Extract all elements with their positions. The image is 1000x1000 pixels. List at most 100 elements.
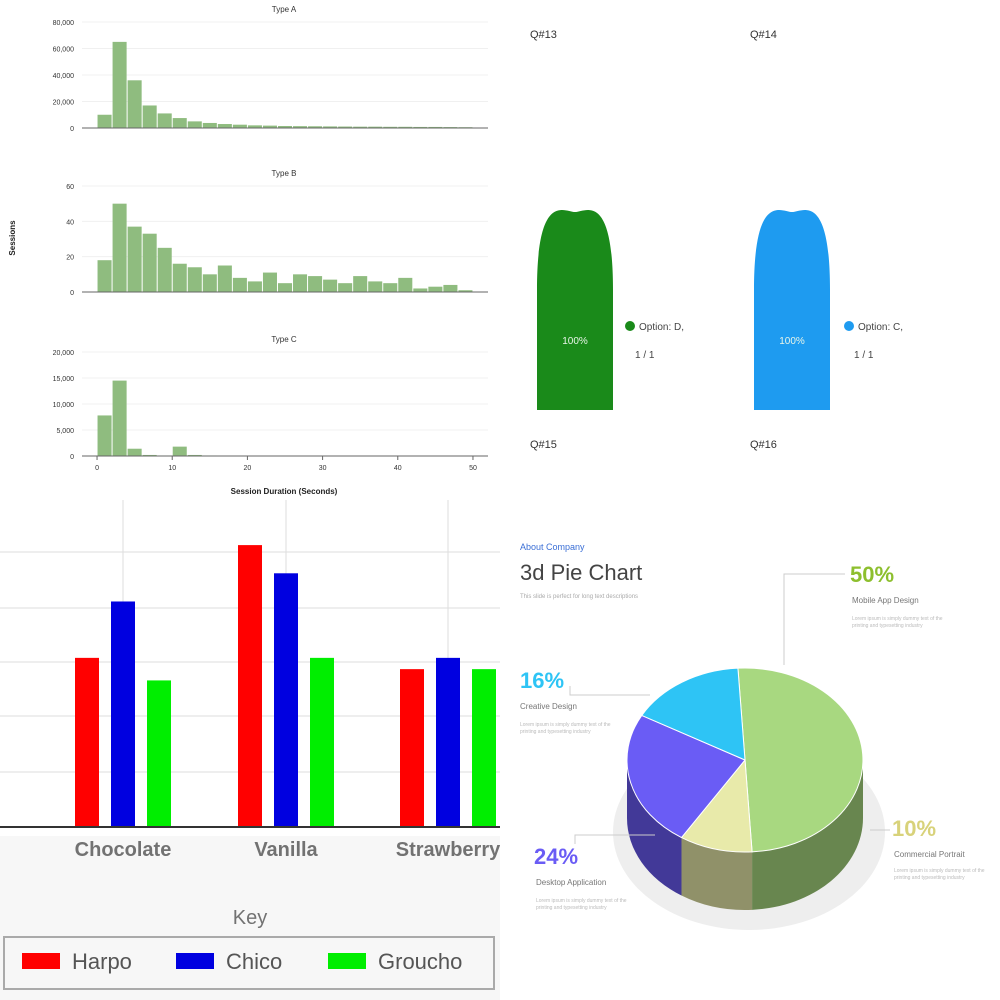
question-title: Q#14 xyxy=(750,29,777,41)
x-tick-label: 40 xyxy=(394,465,402,472)
histogram-bar xyxy=(398,277,413,292)
histogram-bar xyxy=(293,274,308,292)
histogram-bar xyxy=(187,454,202,456)
y-tick-label: 60,000 xyxy=(53,47,75,54)
x-tick-label: 20 xyxy=(244,465,252,472)
bar xyxy=(274,573,298,827)
leader-line xyxy=(783,573,845,665)
pie-slice xyxy=(640,667,746,761)
legend-box xyxy=(3,936,495,990)
histogram-bar xyxy=(277,126,293,128)
histogram-bar xyxy=(338,126,353,128)
pie-slice xyxy=(754,209,830,410)
y-tick-label: 20,000 xyxy=(53,100,75,107)
kicker: About Company xyxy=(520,542,585,552)
legend-label: Chico xyxy=(226,949,282,974)
pie-slice xyxy=(737,667,864,853)
histogram-bar xyxy=(323,279,338,292)
slice-value: 10% xyxy=(892,816,937,841)
slice-description: Lorem ipsum is simply dummy text of the … xyxy=(852,616,943,629)
response-count: 1 / 1 xyxy=(854,350,874,361)
slice-label: 100% xyxy=(562,336,588,347)
histogram-bar xyxy=(127,80,142,128)
session-histogram-chart: Sessions Session Duration (Seconds) Type… xyxy=(8,5,488,496)
facet-title: Type C xyxy=(271,335,297,344)
histogram-bar xyxy=(428,126,443,128)
y-tick-label: 60 xyxy=(66,184,74,191)
facet-title: Type B xyxy=(272,169,297,178)
histogram-bar xyxy=(172,118,187,128)
chart-title: 3d Pie Chart xyxy=(520,560,643,585)
slice-label: Mobile App Design xyxy=(852,596,919,605)
bar xyxy=(75,657,99,827)
histogram-bar xyxy=(353,276,368,292)
histogram-bar xyxy=(112,41,127,128)
x-tick-label: 10 xyxy=(168,465,176,472)
facet-title: Type A xyxy=(272,5,297,14)
category-label: Vanilla xyxy=(254,839,318,861)
pie-slice-side xyxy=(627,760,682,896)
bar xyxy=(400,669,424,827)
histogram-bar xyxy=(97,114,112,128)
histogram-bar xyxy=(368,126,383,128)
x-tick-label: 50 xyxy=(469,465,477,472)
histogram-bar xyxy=(187,121,202,128)
category-label: Strawberry xyxy=(396,839,500,861)
x-tick-label: 0 xyxy=(95,465,99,472)
slice-label: 100% xyxy=(779,336,805,347)
y-tick-label: 0 xyxy=(70,454,74,461)
chart-subtitle: This slide is perfect for long text desc… xyxy=(520,594,639,600)
legend-swatch xyxy=(328,953,366,969)
slice-value: 24% xyxy=(534,844,579,869)
histogram-bar xyxy=(172,446,187,456)
slice-description: Lorem ipsum is simply dummy text of the … xyxy=(520,722,611,735)
y-tick-label: 80,000 xyxy=(53,20,75,27)
bar xyxy=(310,657,334,827)
category-label: Chocolate xyxy=(75,839,172,861)
histogram-bar xyxy=(157,247,172,292)
legend-label: Option: D, xyxy=(639,322,684,333)
legend-swatch xyxy=(22,953,60,969)
leader-line xyxy=(569,686,650,696)
pie-slice xyxy=(626,714,746,839)
legend-swatch xyxy=(176,953,214,969)
histogram-bar xyxy=(262,272,277,292)
histogram-bar xyxy=(428,286,443,292)
slice-label: Desktop Application xyxy=(536,878,607,887)
histogram-bar xyxy=(262,125,277,128)
histogram-bar xyxy=(308,126,323,128)
histogram-bar xyxy=(232,277,247,292)
histogram-bar xyxy=(443,284,458,292)
question-title: Q#13 xyxy=(530,29,557,41)
histogram-bar xyxy=(127,226,142,292)
bar xyxy=(472,669,496,827)
histogram-bar xyxy=(217,265,232,292)
histogram-bar xyxy=(112,380,127,456)
bar xyxy=(111,601,135,827)
x-tick-label: 30 xyxy=(319,465,327,472)
y-tick-label: 5,000 xyxy=(56,428,74,435)
histogram-bar xyxy=(217,124,232,128)
question-title: Q#15 xyxy=(530,439,557,451)
slice-label: Commercial Portrait xyxy=(894,850,965,859)
histogram-bar xyxy=(277,283,293,292)
question-pies-panel: Q#13 Q#14 100% Option: D, 1 / 1 Q#15 100% Opt… xyxy=(500,0,1000,500)
legend-label: Harpo xyxy=(72,949,132,974)
slice-value: 50% xyxy=(850,562,895,587)
y-tick-label: 0 xyxy=(70,290,74,297)
histogram-bar xyxy=(413,288,428,292)
pie-slice-side xyxy=(752,760,863,910)
slice-description: Lorem ipsum is simply dummy text of the … xyxy=(536,898,627,911)
histogram-bar xyxy=(353,126,368,128)
histogram-bar xyxy=(383,283,398,292)
bar xyxy=(147,680,171,827)
histogram-bar xyxy=(187,267,202,292)
histogram-bar xyxy=(338,283,353,292)
grouped-bar-chart: Key Chocolate Vanilla Strawberry Harpo Chico… xyxy=(0,500,500,1000)
slice-label: Creative Design xyxy=(520,702,577,711)
histogram-bar xyxy=(293,126,308,128)
histogram-bar xyxy=(383,126,398,128)
histogram-bar xyxy=(232,124,247,128)
legend-title: Key xyxy=(233,907,267,929)
histogram-bar xyxy=(142,105,157,128)
